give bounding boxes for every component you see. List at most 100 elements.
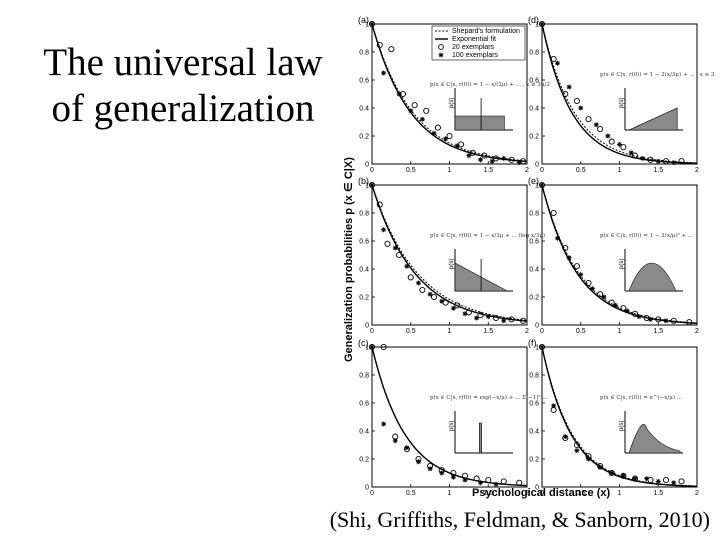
point-100-exemplars [381, 227, 387, 233]
point-100-exemplars [466, 153, 472, 159]
y-tick-label: 0 [365, 162, 369, 169]
point-20-exemplars [597, 291, 604, 298]
point-20-exemplars [368, 20, 376, 28]
point-100-exemplars [601, 294, 607, 300]
point-100-exemplars [501, 318, 507, 324]
point-20-exemplars [678, 478, 685, 485]
point-100-exemplars [485, 314, 491, 320]
generalization-figure: Generalization probabilities p (x ∈ C|X)… [330, 12, 715, 500]
y-tick-label: 0 [535, 485, 539, 492]
point-100-exemplars [555, 235, 560, 241]
legend-exp_fit-label: Exponential fit [452, 36, 496, 43]
y-tick-label: 0.4 [359, 429, 369, 436]
point-100-exemplars [555, 60, 560, 66]
x-tick-label: 0 [540, 328, 544, 335]
point-100-exemplars [381, 421, 387, 427]
panel-equation: p(x ∈ C|x, r(0)) = e^(−x/μ) ... [600, 394, 682, 401]
point-100-exemplars [578, 272, 584, 278]
legend-100-swatch [438, 52, 444, 58]
point-100-exemplars [624, 308, 630, 314]
x-tick-label: 1.5 [483, 490, 493, 497]
point-100-exemplars [551, 403, 557, 409]
point-100-exemplars [562, 434, 568, 440]
point-100-exemplars [655, 158, 661, 164]
y-tick-label: 0.2 [529, 295, 539, 302]
point-100-exemplars [381, 70, 387, 76]
exponential-fit-line [541, 184, 698, 324]
point-100-exemplars [671, 480, 677, 486]
point-20-exemplars [562, 244, 569, 252]
title-line-1: The universal law [43, 41, 323, 84]
y-tick-label: 0.8 [359, 373, 369, 380]
point-100-exemplars [493, 481, 499, 487]
x-tick-label: 0.5 [576, 167, 586, 174]
point-20-exemplars [388, 46, 395, 53]
point-20-exemplars [481, 152, 488, 159]
legend-frame [431, 25, 526, 61]
point-100-exemplars [578, 105, 584, 111]
x-tick-label: 0 [370, 490, 374, 497]
panel-equation: p(x ∈ C|x, r(0)) = 1 − x/3μ + ... (log x… [430, 232, 545, 239]
inset-distribution-shape [628, 262, 677, 292]
x-tick-label: 0 [540, 490, 544, 497]
point-20-exemplars [434, 124, 441, 131]
inset-distribution-shape [479, 422, 482, 454]
point-20-exemplars [662, 158, 670, 165]
point-20-exemplars [508, 156, 515, 163]
point-100-exemplars [450, 305, 456, 311]
point-100-exemplars [655, 478, 661, 484]
x-tick-label: 1.5 [483, 328, 493, 335]
point-20-exemplars [492, 314, 500, 322]
point-20-exemplars [538, 343, 546, 351]
y-tick-label: 0.2 [359, 295, 369, 302]
y-tick-label: 0.4 [359, 267, 369, 274]
point-100-exemplars [478, 480, 483, 486]
point-100-exemplars [501, 155, 507, 161]
point-20-exemplars [411, 102, 418, 109]
point-100-exemplars [566, 84, 572, 90]
x-tick-label: 1.5 [483, 167, 493, 174]
point-20-exemplars [573, 263, 580, 270]
point-20-exemplars [407, 274, 414, 281]
point-20-exemplars [647, 156, 654, 163]
inset-y-label: p(s) [619, 421, 625, 431]
point-100-exemplars [574, 448, 580, 454]
x-tick-label: 1 [618, 328, 622, 335]
point-20-exemplars [550, 55, 557, 63]
y-tick-label: 0.8 [359, 50, 369, 57]
point-100-exemplars [408, 108, 414, 114]
panel-equation: p(x ∈ C|x, r(0)) = 1 − 2(x/μ)² + ... [600, 232, 693, 239]
x-tick-label: 1.5 [653, 328, 663, 335]
panel-f: 0 0.5 1 1.5 200.20.40.60.81(f)p(x ∈ C|x, r(0… [528, 338, 699, 497]
legend-ex20-label: 20 exemplars [452, 44, 495, 51]
point-20-exemplars [508, 316, 515, 323]
point-100-exemplars [450, 474, 456, 480]
point-100-exemplars [443, 136, 449, 142]
x-tick-label: 2 [695, 490, 699, 497]
point-20-exemplars [655, 316, 662, 323]
point-20-exemplars [620, 144, 627, 151]
point-100-exemplars [427, 466, 433, 472]
x-tick-label: 0 [370, 167, 374, 174]
x-tick-label: 2 [525, 490, 529, 497]
figure-svg: Generalization probabilities p (x ∈ C|X)… [343, 15, 715, 499]
point-100-exemplars [392, 438, 398, 444]
point-100-exemplars [636, 314, 642, 320]
x-tick-label: 2 [525, 167, 529, 174]
point-100-exemplars [539, 182, 545, 188]
point-100-exemplars [427, 291, 433, 297]
y-tick-label: 0.6 [359, 239, 369, 246]
x-tick-label: 0 [540, 167, 544, 174]
point-20-exemplars [631, 475, 639, 482]
y-tick-label: 1 [535, 345, 539, 352]
shepard-line [541, 23, 697, 164]
x-tick-label: 0.5 [576, 328, 586, 335]
x-tick-label: 2 [525, 328, 529, 335]
exponential-fit-line [541, 346, 697, 487]
point-20-exemplars [500, 478, 507, 485]
point-100-exemplars [539, 21, 545, 27]
x-tick-label: 0 [370, 328, 374, 335]
point-20-exemplars [608, 138, 615, 145]
point-100-exemplars [416, 459, 421, 465]
